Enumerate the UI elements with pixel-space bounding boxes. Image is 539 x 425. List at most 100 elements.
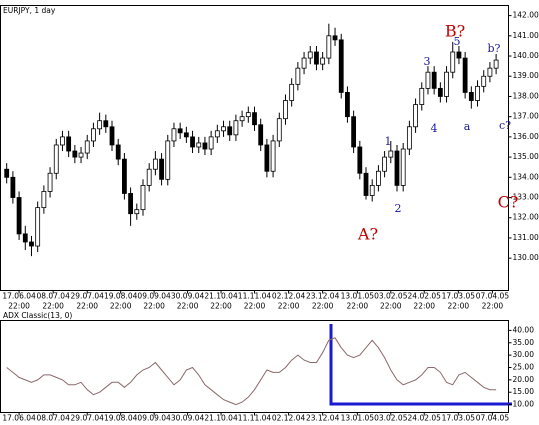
y-tick-label: 25.00 [513,362,535,371]
y-tick-label: 130.00 [513,253,539,262]
x-tick-label: 21.10.04 [204,292,238,301]
x-tick-time: 22:00 [210,302,232,311]
x-tick-time: 22:00 [482,302,504,311]
candle-body [159,158,164,180]
x-tick-time: 22:00 [143,302,165,311]
candle-body [332,35,338,41]
candle-body [462,57,468,93]
x-tick-time: 22:00 [76,302,98,311]
candle-body [493,59,499,69]
candle-body [363,172,369,196]
candle-body [109,126,115,146]
x-tick-label: 08.07.04 [36,292,70,301]
indicator-panel [0,320,509,413]
wave-label: c? [499,119,511,132]
candle-body [78,152,84,158]
candle-body [245,112,251,118]
x-tick-label: 02.12.04 [272,292,306,301]
candle-body [475,85,480,101]
candle-body [369,184,375,196]
candle-body [345,92,350,118]
candle-body [41,191,47,209]
candle-body [128,193,133,215]
x-tick-label: 02.12.04 [272,414,306,423]
x-tick-label: 24.02.05 [408,414,442,423]
candle-body [152,158,158,170]
wave-label: b? [488,42,501,55]
candle-body [487,67,493,77]
x-tick-label: 03.02.05 [374,414,408,423]
candle-body [208,136,214,150]
candle-body [53,144,59,174]
y-tick-label: 134.00 [513,172,539,181]
candle-body [146,168,152,186]
wave-label: 5 [454,35,461,48]
candle-body [444,71,449,97]
x-tick-time: 22:00 [8,302,30,311]
wave-label: B? [445,22,465,41]
x-tick-label: 03.02.05 [374,292,408,301]
candle-body [196,142,202,148]
y-tick-label: 137.00 [513,112,539,121]
candle-body [320,57,326,65]
x-tick-time: 22:00 [448,302,470,311]
candle-body [35,207,41,247]
candle-body [227,126,233,136]
price-panel [0,5,509,291]
x-tick-time: 22:00 [177,302,199,311]
candle-body [400,148,406,186]
candle-body [177,128,183,134]
wave-label: 3 [424,55,431,68]
candle-body [66,136,72,152]
x-tick-time: 22:00 [42,302,64,311]
y-tick-label: 140.00 [513,51,539,60]
candle-body [413,104,418,128]
candle-body [202,142,208,150]
candle-body [72,150,78,158]
x-tick-label: 19.08.04 [104,414,138,423]
y-tick-label: 131.00 [513,233,539,242]
x-tick-label: 21.10.04 [204,414,238,423]
x-tick-label: 13.01.05 [341,292,375,301]
candle-body [437,87,443,97]
candle-body [233,120,239,136]
x-tick-time: 22:00 [110,302,132,311]
y-tick-label: 133.00 [513,193,539,202]
candle-body [60,136,65,146]
x-tick-label: 17.03.05 [442,414,476,423]
candle-body [29,241,34,247]
x-tick-label: 11.11.04 [238,292,272,301]
y-tick-label: 142.00 [513,11,539,20]
wave-label: A? [357,225,378,244]
x-tick-label: 17.03.05 [442,292,476,301]
wave-label: C? [498,193,519,212]
x-tick-time: 22:00 [312,302,334,311]
x-tick-label: 30.09.04 [171,414,205,423]
x-tick-label: 11.11.04 [238,414,272,423]
indicator-title: ADX Classic(13, 0) [3,311,72,320]
candle-body [276,118,282,142]
candle-body [91,128,96,142]
y-tick-label: 132.00 [513,213,539,222]
x-tick-label: 24.02.05 [408,292,442,301]
candle-body [47,172,53,192]
x-tick-label: 17.06.04 [2,292,36,301]
x-tick-label: 09.09.04 [137,292,171,301]
candle-body [468,92,474,101]
y-tick-label: 136.00 [513,132,539,141]
wave-label: 1 [385,135,392,148]
candle-body [4,168,10,178]
candle-body [103,120,109,128]
y-tick-label: 35.00 [513,338,535,347]
candle-body [314,51,319,65]
y-tick-label: 20.00 [513,375,535,384]
x-tick-label: 19.08.04 [104,292,138,301]
candle-body [165,140,171,180]
candle-body [338,39,344,93]
candle-body [97,120,103,130]
candle-body [10,176,16,198]
x-tick-time: 22:00 [380,302,402,311]
candle-body [134,209,140,215]
x-tick-label: 08.07.04 [36,414,70,423]
